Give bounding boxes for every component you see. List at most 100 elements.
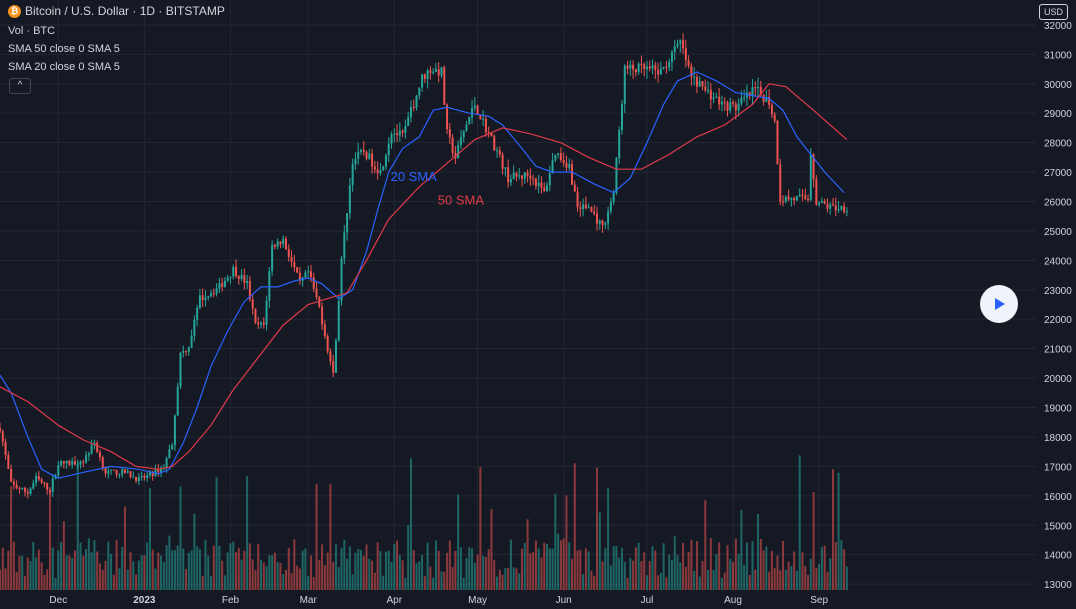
candle-body (795, 196, 798, 201)
candle-body (35, 476, 38, 483)
candle-body (262, 322, 265, 325)
candle-body (407, 117, 410, 126)
candle-body (840, 206, 843, 210)
volume-bar (715, 554, 718, 590)
price-tick-label: 16000 (1044, 492, 1072, 503)
volume-bar (215, 477, 218, 590)
candle-body (482, 118, 485, 120)
candle-body (387, 143, 390, 156)
candle-body (668, 61, 671, 68)
candle-body (776, 120, 779, 165)
volume-bar (773, 568, 776, 590)
candle-body (476, 105, 479, 115)
volume-bar (709, 538, 712, 590)
volume-bar (35, 557, 38, 590)
volume-bar (207, 555, 210, 590)
volume-bar (657, 575, 660, 590)
candle-body (82, 461, 85, 463)
time-tick-label: Jul (641, 595, 654, 606)
candle-body (446, 104, 449, 130)
candle-body (160, 467, 163, 473)
sma50-indicator-label[interactable]: SMA 50 close 0 SMA 5 (8, 43, 120, 55)
volume-bar (532, 552, 535, 590)
candle-body (210, 293, 213, 297)
volume-bar (665, 577, 668, 590)
candle-body (132, 476, 135, 478)
candle-body (468, 117, 471, 125)
volume-indicator-label[interactable]: Vol · BTC (8, 25, 56, 37)
symbol-title[interactable]: ₿ Bitcoin / U.S. Dollar · 1D · BITSTAMP (8, 4, 225, 18)
candle-body (293, 261, 296, 268)
volume-bar (182, 548, 185, 590)
chart-grid (0, 0, 1036, 592)
candle-body (462, 130, 465, 138)
volume-bar (26, 557, 29, 590)
candle-body (812, 154, 815, 180)
candle-body (379, 170, 382, 174)
candle-body (698, 81, 701, 87)
candle-body (193, 319, 196, 336)
volume-bar (421, 555, 424, 590)
volume-bar (309, 555, 312, 590)
volume-bar (826, 571, 829, 590)
volume-bar (615, 545, 618, 590)
candle-body (98, 452, 101, 458)
volume-bar (737, 553, 740, 590)
price-tick-label: 24000 (1044, 256, 1072, 267)
volume-bar (348, 546, 351, 590)
volume-bar (754, 569, 757, 590)
candle-body (312, 277, 315, 289)
volume-bar (401, 560, 404, 590)
candle-body (71, 461, 74, 465)
volume-bar (337, 567, 340, 590)
candle-body (612, 192, 615, 202)
volume-bar (340, 547, 343, 590)
volume-bar (573, 463, 576, 590)
candle-body (623, 65, 626, 104)
candle-body (779, 164, 782, 202)
candle-body (726, 102, 729, 111)
volume-bar (415, 563, 418, 590)
price-tick-label: 22000 (1044, 315, 1072, 326)
volume-bar (7, 550, 10, 590)
candle-body (754, 87, 757, 89)
sma20-indicator-label[interactable]: SMA 20 close 0 SMA 5 (8, 61, 120, 73)
bitcoin-icon: ₿ (8, 4, 21, 18)
candle-body (304, 272, 307, 278)
volume-bar (176, 545, 179, 590)
candle-body (107, 470, 110, 474)
time-axis[interactable]: Dec 2023 Feb Mar Apr May Jun Jul Aug Sep (49, 595, 828, 606)
volume-bar (332, 561, 335, 590)
volume-bar (809, 558, 812, 590)
volume-bar (446, 552, 449, 590)
candle-body (587, 207, 590, 209)
candle-body (359, 149, 362, 152)
candle-body (740, 97, 743, 104)
volume-bar (823, 545, 826, 590)
candle-body (654, 65, 657, 71)
sma50-line (0, 83, 848, 470)
volume-bar (154, 568, 157, 590)
replay-play-button[interactable] (980, 285, 1018, 323)
candle-body (218, 283, 221, 289)
volume-bar (584, 548, 587, 590)
candle-body (765, 97, 768, 102)
volume-bar (720, 577, 723, 590)
currency-button[interactable]: USD (1039, 4, 1069, 20)
candle-body (501, 154, 504, 169)
volume-bar (387, 550, 390, 590)
volume-bar (768, 571, 771, 590)
candle-body (845, 211, 848, 213)
volume-bar (210, 575, 213, 590)
candle-body (571, 164, 573, 185)
volume-bar (793, 551, 796, 590)
collapse-indicators-button[interactable]: ^ (9, 78, 31, 94)
candle-body (557, 153, 560, 155)
volume-bar (598, 512, 601, 590)
volume-bar (312, 577, 315, 590)
volume-bar (282, 574, 285, 590)
candle-body (46, 483, 49, 490)
price-axis[interactable]: 13000 14000 15000 16000 17000 18000 19000 20000… (1044, 21, 1072, 591)
